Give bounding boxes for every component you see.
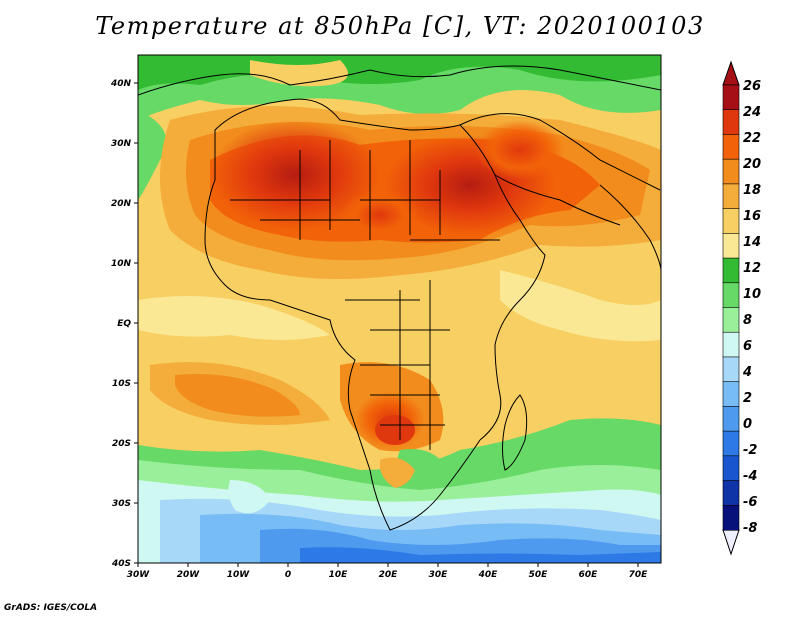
colorbar-label: 4 bbox=[742, 365, 752, 380]
colorbar-swatch bbox=[722, 356, 740, 383]
colorbar-label: 12 bbox=[743, 261, 761, 276]
lon-tick: 50E bbox=[529, 570, 549, 580]
colorbar-swatch bbox=[722, 109, 740, 136]
colorbar-swatch bbox=[722, 134, 740, 160]
lat-tick: 10N bbox=[111, 259, 132, 269]
lat-axis: 40N 30N 20N 10N EQ 10S 20S 30S 40S bbox=[110, 79, 132, 569]
credit-text: GrADS: IGES/COLA bbox=[4, 603, 98, 613]
colorbar bbox=[722, 60, 740, 556]
colorbar-swatch bbox=[722, 480, 740, 506]
colorbar-label: 24 bbox=[743, 105, 761, 120]
colorbar-top-arrow bbox=[722, 60, 740, 86]
lon-tick: 10E bbox=[329, 570, 349, 580]
colorbar-label: 14 bbox=[743, 235, 761, 250]
colorbar-label: -8 bbox=[743, 521, 757, 536]
colorbar-swatch bbox=[722, 208, 740, 234]
colorbar-swatch bbox=[722, 430, 740, 457]
colorbar-label: 10 bbox=[743, 287, 761, 302]
colorbar-label: 0 bbox=[743, 417, 752, 432]
colorbar-swatch bbox=[722, 84, 740, 111]
colorbar-labels: 26 24 22 20 18 16 14 12 10 8 6 4 2 0 -2 … bbox=[742, 79, 761, 536]
colorbar-label: -2 bbox=[743, 443, 757, 458]
colorbar-swatch bbox=[722, 504, 740, 531]
lat-tick: 20N bbox=[111, 199, 132, 209]
lat-tick: 20S bbox=[112, 439, 131, 449]
colorbar-swatch bbox=[722, 406, 740, 432]
colorbar-label: 16 bbox=[743, 209, 761, 224]
lon-tick: 30W bbox=[127, 570, 151, 580]
lat-tick: 40N bbox=[110, 79, 132, 89]
lon-tick: 70E bbox=[629, 570, 649, 580]
axis-ticks bbox=[134, 82, 639, 567]
colorbar-label: 8 bbox=[743, 313, 752, 328]
lon-tick: 60E bbox=[579, 570, 599, 580]
colorbar-label: 20 bbox=[743, 157, 761, 172]
colorbar-swatch bbox=[722, 233, 740, 259]
colorbar-bottom-arrow bbox=[722, 529, 740, 556]
colorbar-swatch bbox=[722, 331, 740, 358]
lat-tick: 30S bbox=[112, 499, 131, 509]
lon-tick: 20W bbox=[177, 570, 201, 580]
colorbar-swatch bbox=[722, 381, 740, 407]
chart-title: Temperature at 850hPa [C], VT: 202010010… bbox=[95, 12, 705, 40]
lon-tick: 30E bbox=[429, 570, 449, 580]
colorbar-swatch bbox=[722, 455, 740, 482]
lon-tick: 40E bbox=[478, 570, 499, 580]
lon-tick: 20E bbox=[379, 570, 399, 580]
lat-tick: 10S bbox=[112, 379, 131, 389]
colorbar-swatch bbox=[722, 282, 740, 309]
colorbar-swatch bbox=[722, 307, 740, 333]
colorbar-label: -6 bbox=[743, 495, 757, 510]
colorbar-label: 22 bbox=[743, 131, 761, 146]
colorbar-label: 2 bbox=[743, 391, 752, 406]
colorbar-label: 18 bbox=[743, 183, 761, 198]
lat-tick: 30N bbox=[111, 139, 132, 149]
lon-tick: 0 bbox=[285, 570, 291, 580]
colorbar-label: 26 bbox=[743, 79, 761, 94]
lat-tick: 40S bbox=[111, 559, 131, 569]
colorbar-swatch bbox=[722, 257, 740, 284]
lon-axis: 30W 20W 10W 0 10E 20E 30E 40E 50E 60E 70… bbox=[127, 570, 648, 580]
colorbar-swatch bbox=[722, 158, 740, 185]
colorbar-swatch bbox=[722, 183, 740, 210]
plot-frame bbox=[137, 54, 662, 564]
lon-tick: 10W bbox=[227, 570, 251, 580]
coastlines bbox=[138, 65, 661, 531]
colorbar-label: 6 bbox=[743, 339, 752, 354]
colorbar-label: -4 bbox=[743, 469, 757, 484]
lat-tick: EQ bbox=[117, 319, 131, 329]
